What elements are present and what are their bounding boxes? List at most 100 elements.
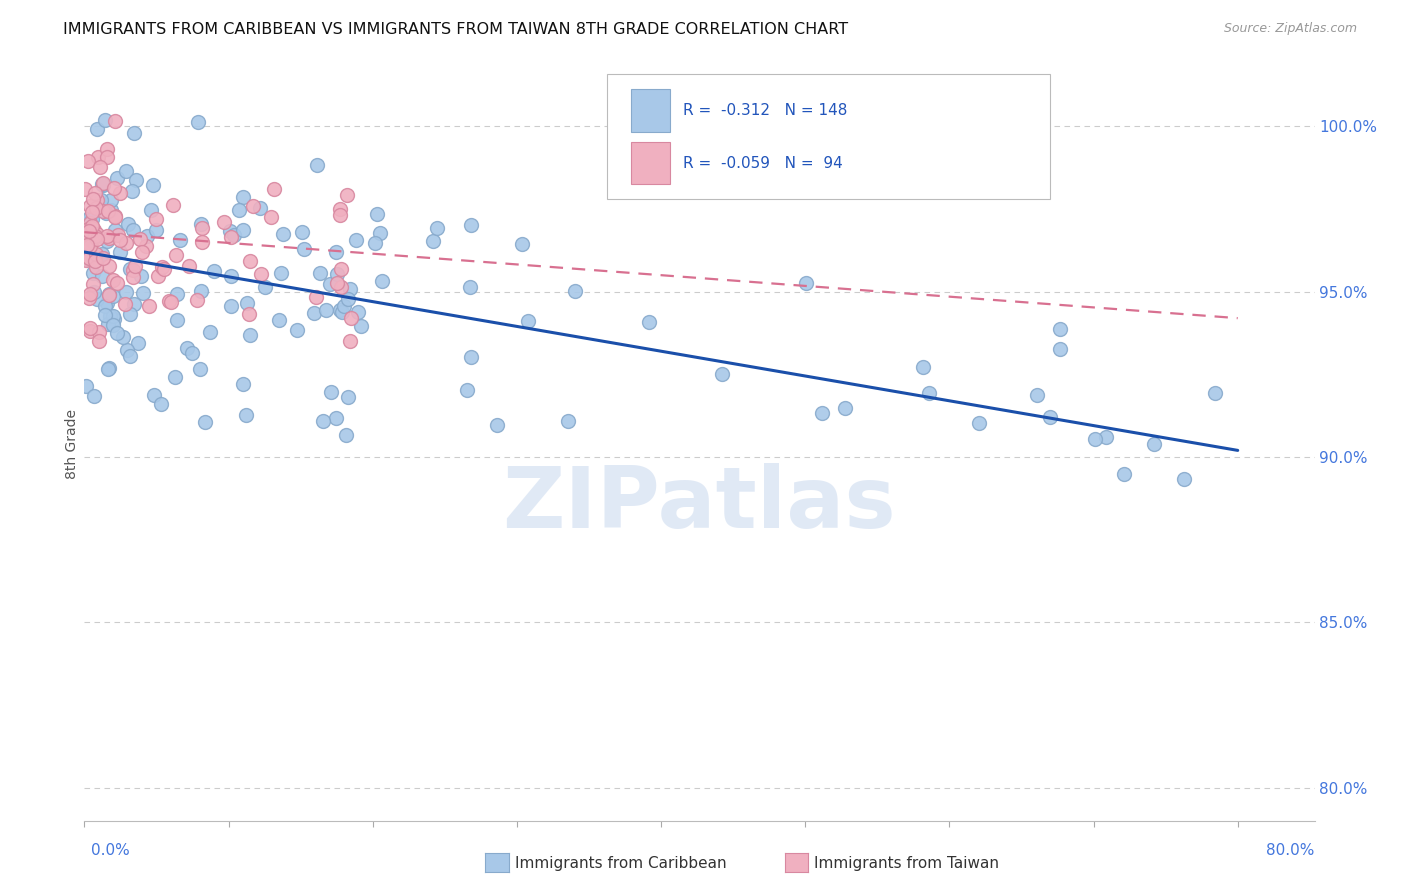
Point bbox=[96, 142, 118, 156]
Point bbox=[152, 260, 174, 275]
Point bbox=[153, 262, 176, 277]
Point bbox=[557, 413, 579, 427]
Point bbox=[84, 229, 107, 244]
Point bbox=[86, 193, 108, 207]
Point bbox=[82, 220, 104, 235]
Point bbox=[336, 188, 359, 202]
Point bbox=[75, 231, 97, 245]
Point bbox=[108, 244, 131, 259]
Point bbox=[188, 362, 211, 376]
Point bbox=[1143, 437, 1166, 451]
Point bbox=[79, 251, 101, 265]
Point bbox=[96, 203, 118, 218]
Point bbox=[86, 231, 108, 245]
Point bbox=[115, 285, 138, 299]
Point bbox=[366, 206, 388, 220]
Point bbox=[80, 211, 103, 226]
Point bbox=[86, 252, 108, 267]
Point bbox=[169, 234, 191, 248]
Point bbox=[162, 198, 184, 212]
Point bbox=[105, 326, 128, 341]
Point bbox=[236, 296, 259, 310]
Point bbox=[84, 260, 107, 274]
Point bbox=[287, 323, 309, 337]
Point bbox=[79, 199, 101, 213]
Point bbox=[263, 182, 285, 196]
Point bbox=[97, 317, 120, 331]
Point bbox=[122, 262, 145, 277]
Point bbox=[326, 276, 349, 290]
Point bbox=[94, 299, 117, 313]
Point bbox=[87, 325, 110, 339]
Point bbox=[325, 245, 347, 260]
Point bbox=[96, 234, 118, 248]
Point bbox=[115, 343, 138, 357]
Point bbox=[104, 210, 127, 224]
Point bbox=[101, 318, 124, 333]
Point bbox=[219, 299, 242, 313]
Point bbox=[325, 267, 347, 281]
Point bbox=[232, 377, 254, 392]
Point bbox=[145, 211, 167, 226]
Point bbox=[76, 244, 98, 258]
Point bbox=[121, 269, 143, 284]
Point bbox=[219, 224, 242, 238]
Point bbox=[91, 177, 114, 191]
Point bbox=[335, 428, 357, 442]
Point bbox=[330, 262, 353, 277]
FancyBboxPatch shape bbox=[631, 142, 671, 185]
Point bbox=[336, 292, 359, 306]
Point bbox=[460, 218, 482, 232]
Text: Immigrants from Caribbean: Immigrants from Caribbean bbox=[515, 856, 727, 871]
Point bbox=[89, 160, 111, 174]
Point bbox=[371, 274, 394, 288]
Point bbox=[76, 222, 98, 236]
Point bbox=[329, 208, 352, 222]
Point bbox=[96, 151, 118, 165]
Point bbox=[458, 279, 481, 293]
Point bbox=[166, 287, 188, 301]
Point bbox=[242, 198, 264, 212]
Point bbox=[249, 202, 271, 216]
Point bbox=[273, 227, 295, 241]
Point bbox=[190, 217, 212, 231]
Point bbox=[142, 178, 165, 193]
Point bbox=[136, 229, 159, 244]
Point bbox=[76, 253, 98, 268]
Point bbox=[329, 303, 352, 318]
Point bbox=[104, 210, 127, 224]
Point bbox=[96, 229, 118, 244]
Point bbox=[159, 294, 181, 309]
Point bbox=[340, 310, 363, 325]
Point bbox=[97, 259, 120, 273]
Point bbox=[77, 252, 100, 267]
Point bbox=[131, 244, 153, 259]
Point bbox=[76, 225, 98, 239]
Point bbox=[1204, 385, 1226, 400]
Point bbox=[117, 217, 139, 231]
Point bbox=[564, 284, 586, 298]
Point bbox=[122, 223, 145, 237]
Point bbox=[120, 307, 142, 321]
Point bbox=[107, 228, 129, 243]
Point bbox=[98, 231, 121, 245]
Point bbox=[250, 267, 273, 281]
Point bbox=[77, 222, 100, 236]
Text: Immigrants from Taiwan: Immigrants from Taiwan bbox=[814, 856, 1000, 871]
Point bbox=[228, 203, 250, 218]
Point bbox=[121, 184, 143, 198]
Point bbox=[76, 237, 98, 252]
Point bbox=[87, 196, 110, 211]
Point bbox=[350, 318, 373, 333]
Point bbox=[135, 238, 157, 252]
Point bbox=[101, 288, 124, 302]
Point bbox=[98, 361, 121, 376]
Point bbox=[97, 286, 120, 301]
Point bbox=[100, 203, 122, 218]
FancyBboxPatch shape bbox=[631, 89, 671, 132]
Point bbox=[311, 414, 333, 428]
Point bbox=[103, 181, 125, 195]
Point bbox=[260, 210, 283, 224]
Point bbox=[112, 329, 135, 343]
Point bbox=[104, 114, 127, 128]
